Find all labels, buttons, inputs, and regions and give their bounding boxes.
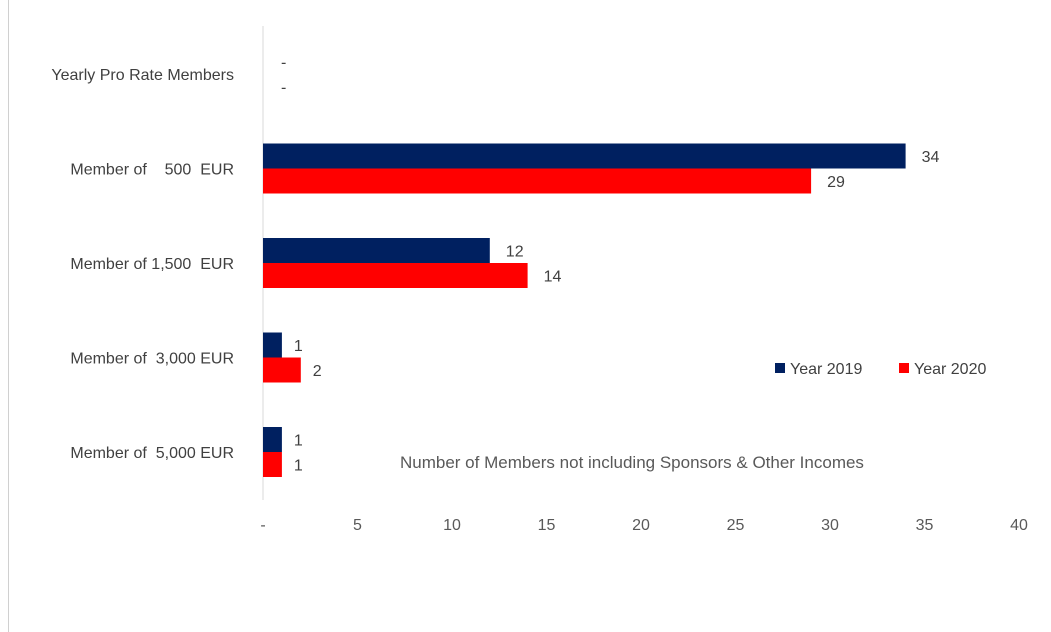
- labels-layer: Yearly Pro Rate Members - - Member of 500 E…: [51, 55, 939, 475]
- x-tick-label: 30: [821, 517, 839, 534]
- x-tick-label: 5: [353, 517, 362, 534]
- data-label: 34: [922, 149, 940, 166]
- category-label: Member of 3,000 EUR: [70, 351, 234, 368]
- data-label: 12: [506, 244, 524, 261]
- x-tick-label: -: [260, 517, 265, 534]
- bar: [263, 357, 301, 383]
- x-tick-label: 10: [443, 517, 461, 534]
- legend-label: Year 2020: [914, 361, 986, 378]
- category-label: Yearly Pro Rate Members: [51, 67, 234, 84]
- legend-swatch: [899, 363, 909, 373]
- x-tick-label: 40: [1010, 517, 1028, 534]
- data-label: 1: [294, 433, 303, 450]
- x-tick-label: 25: [727, 517, 745, 534]
- data-label: 14: [544, 269, 562, 286]
- bar: [263, 452, 282, 477]
- category-label: Member of 5,000 EUR: [70, 445, 234, 462]
- bar: [263, 427, 282, 452]
- bars-layer: [263, 143, 906, 477]
- bar: [263, 263, 528, 288]
- axis-layer: - 5 10 15 20 25 30 35 40: [260, 26, 1028, 534]
- bar: [263, 143, 906, 169]
- bar: [263, 332, 282, 358]
- category-label: Member of 500 EUR: [70, 162, 234, 179]
- data-label: 2: [313, 363, 322, 380]
- data-label: -: [281, 80, 286, 97]
- data-label: -: [281, 55, 286, 72]
- data-label: 1: [294, 458, 303, 475]
- category-label: Member of 1,500 EUR: [70, 256, 234, 273]
- x-tick-label: 20: [632, 517, 650, 534]
- legend-swatch: [775, 363, 785, 373]
- legend-label: Year 2019: [790, 361, 862, 378]
- chart-frame: [8, 0, 1051, 632]
- x-tick-label: 15: [538, 517, 556, 534]
- bar: [263, 238, 490, 263]
- chart-annotation: Number of Members not including Sponsors…: [400, 453, 864, 472]
- bar: [263, 168, 812, 194]
- data-label: 1: [294, 338, 303, 355]
- x-tick-label: 35: [916, 517, 934, 534]
- legend: Year 2019 Year 2020: [775, 361, 986, 378]
- data-label: 29: [827, 174, 845, 191]
